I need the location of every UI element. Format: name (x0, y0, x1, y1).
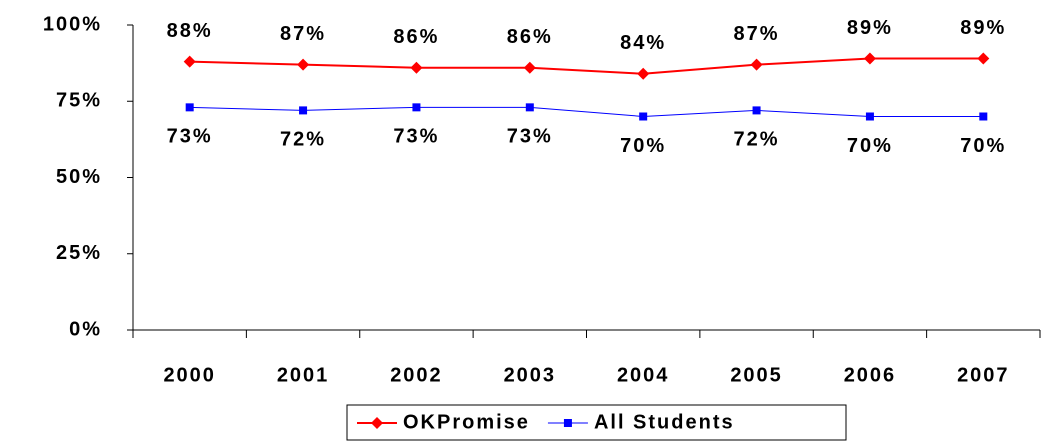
data-point (523, 61, 536, 74)
y-tick-label: 100% (43, 13, 102, 35)
data-point (639, 112, 648, 121)
x-tick-label: 2007 (957, 364, 1010, 386)
data-point (865, 112, 874, 121)
data-point (299, 106, 308, 115)
series-line (189, 106, 984, 118)
y-tick-label: 50% (56, 166, 102, 188)
data-label: 87% (280, 23, 326, 45)
x-tick-label: 2006 (844, 364, 897, 386)
x-tick-label: 2003 (504, 364, 557, 386)
data-label: 89% (847, 17, 893, 39)
y-tick-label: 0% (69, 318, 102, 340)
x-tick-label: 2002 (390, 364, 443, 386)
data-label: 73% (507, 126, 553, 148)
y-tick-label: 75% (56, 90, 102, 112)
data-point (752, 106, 761, 115)
y-tick-label: 25% (56, 242, 102, 264)
data-label: 70% (847, 135, 893, 157)
series-line (189, 57, 984, 75)
data-label: 86% (507, 26, 553, 48)
data-label: 88% (167, 20, 213, 42)
data-point (410, 61, 423, 74)
x-tick-label: 2000 (163, 364, 216, 386)
data-label: 87% (734, 23, 780, 45)
data-label: 73% (167, 126, 213, 148)
data-label: 89% (960, 17, 1006, 39)
legend-label: All Students (594, 411, 735, 433)
data-point (525, 103, 534, 112)
data-point (750, 58, 763, 71)
data-point (297, 58, 310, 71)
data-point (412, 103, 421, 112)
x-tick-label: 2004 (617, 364, 670, 386)
data-point (863, 52, 876, 65)
data-label: 72% (280, 129, 326, 151)
legend-marker (371, 417, 383, 429)
data-label: 84% (620, 32, 666, 54)
x-tick-label: 2005 (730, 364, 783, 386)
data-point (183, 55, 196, 68)
x-tick-label: 2001 (277, 364, 330, 386)
data-label: 86% (393, 26, 439, 48)
data-point (979, 112, 988, 121)
legend-label: OKPromise (403, 411, 530, 433)
data-label: 70% (960, 135, 1006, 157)
data-label: 73% (393, 126, 439, 148)
data-point (977, 52, 990, 65)
data-label: 70% (620, 135, 666, 157)
legend-marker (563, 419, 572, 427)
legend-box (346, 404, 847, 441)
data-label: 72% (734, 129, 780, 151)
data-point (637, 67, 650, 80)
data-point (185, 103, 194, 112)
